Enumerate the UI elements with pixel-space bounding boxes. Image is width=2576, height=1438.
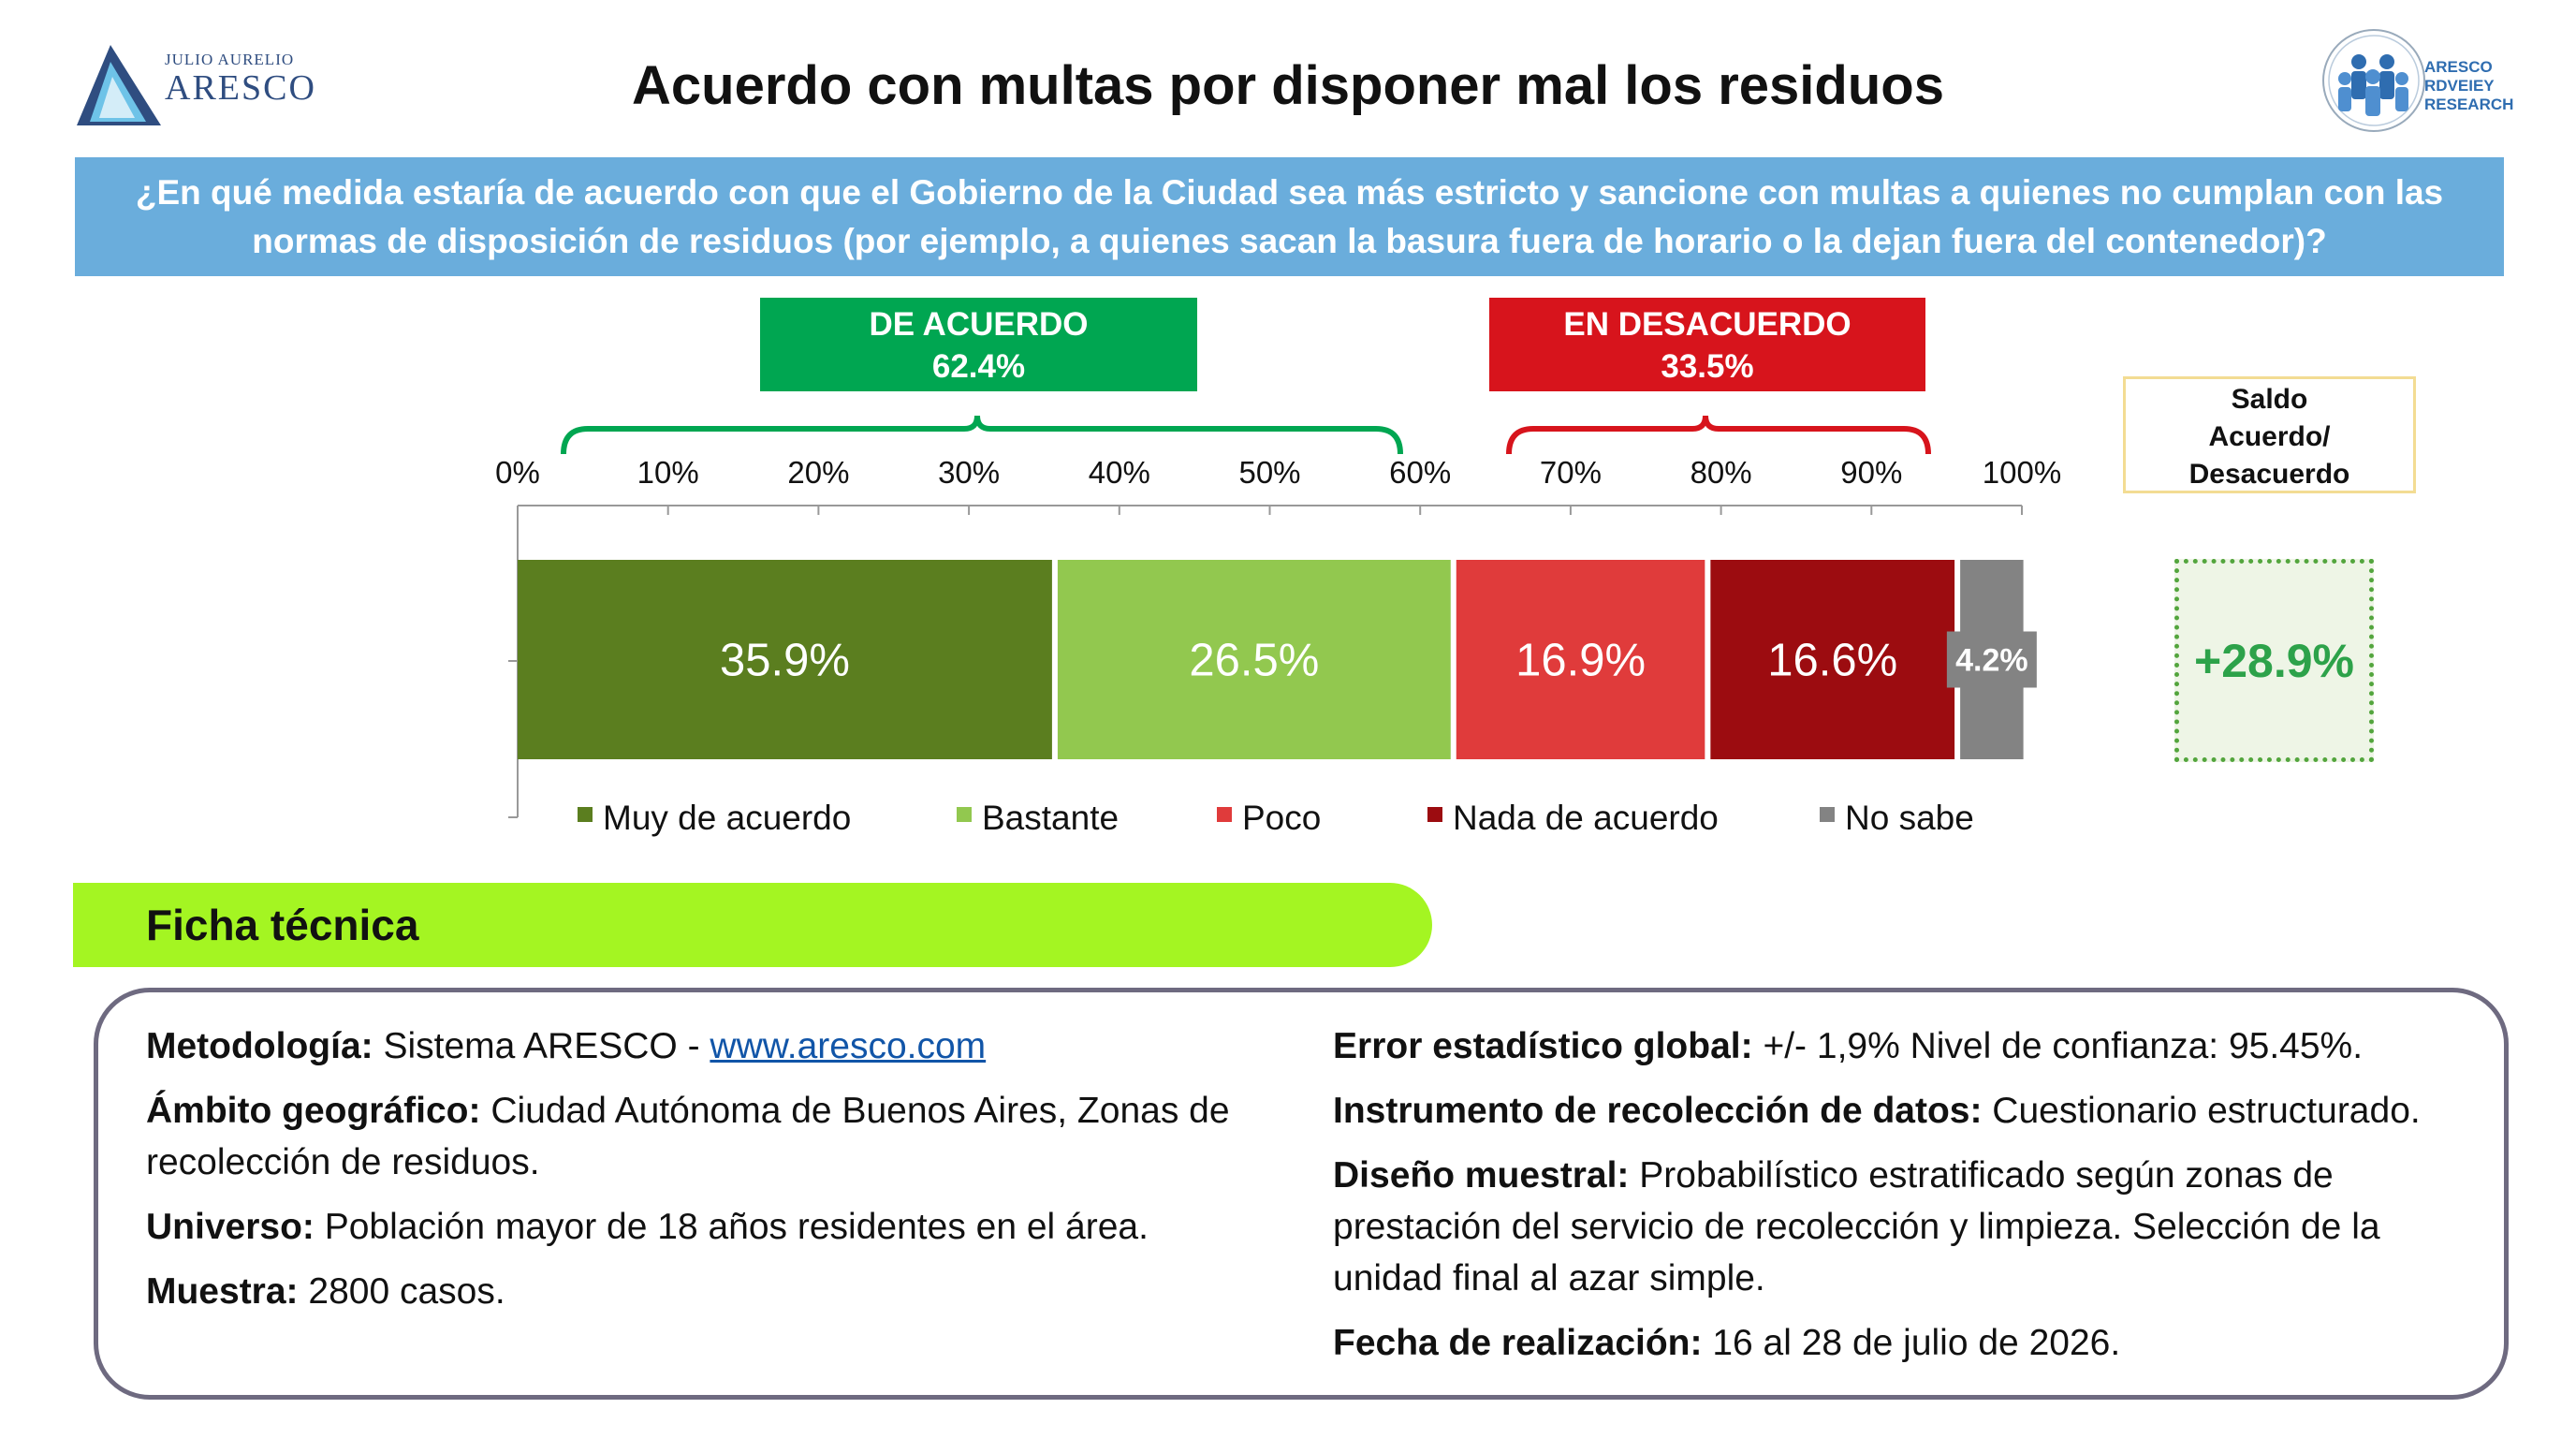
ficha-text: Población mayor de 18 años residentes en… bbox=[314, 1207, 1149, 1247]
ficha-text: Cuestionario estructurado. bbox=[1982, 1091, 2421, 1131]
x-tick-label: 60% bbox=[1389, 455, 1451, 490]
legend-swatch bbox=[1427, 807, 1442, 822]
ficha-label: Universo: bbox=[146, 1207, 315, 1247]
legend-swatch bbox=[578, 807, 593, 822]
logo-right-line-3: RESEARCH bbox=[2424, 95, 2514, 113]
agree-group-box: DE ACUERDO 62.4% bbox=[760, 298, 1197, 391]
legend-swatch bbox=[957, 807, 972, 822]
x-tick-label: 10% bbox=[637, 455, 699, 490]
page-title: Acuerdo con multas por disponer mal los … bbox=[632, 55, 1944, 116]
people-group-icon bbox=[2322, 29, 2425, 132]
x-tick-label: 80% bbox=[1690, 455, 1752, 490]
disagree-group-label: EN DESACUERDO bbox=[1563, 306, 1852, 343]
stacked-bar-chart: 0% 10% 20% 30% 40% 50% 60% 70% 80% 90% 100% 35.9% 2… bbox=[495, 415, 2061, 837]
x-tick-label: 50% bbox=[1238, 455, 1300, 490]
survey-question: ¿En qué medida estaría de acuerdo con qu… bbox=[75, 157, 2504, 276]
aresco-website-link[interactable]: www.aresco.com bbox=[710, 1026, 987, 1066]
ficha-right-column: Error estadístico global: +/- 1,9% Nivel… bbox=[1333, 1020, 2494, 1382]
bar-segment bbox=[1057, 560, 1451, 759]
ficha-label: Ámbito geográfico: bbox=[146, 1091, 481, 1131]
data-label: 16.6% bbox=[1767, 636, 1897, 686]
x-tick-label: 20% bbox=[787, 455, 849, 490]
aresco-research-logo: ARESCO RDVEIEY RESEARCH bbox=[2320, 26, 2513, 139]
ficha-item-muestra: Muestra: 2800 casos. bbox=[146, 1266, 1269, 1317]
ficha-text: Ciudad Autónoma de Buenos Aires, Zonas d… bbox=[146, 1091, 1230, 1182]
ficha-label: Diseño muestral: bbox=[1333, 1155, 1630, 1196]
logo-big-text: ARESCO bbox=[165, 68, 316, 108]
ficha-label: Fecha de realización: bbox=[1333, 1323, 1703, 1363]
legend-swatch bbox=[1820, 807, 1835, 822]
balance-header-line-2: Acuerdo/ bbox=[2208, 421, 2331, 452]
bar-segment bbox=[518, 560, 1052, 759]
ficha-item-fecha: Fecha de realización: 16 al 28 de julio … bbox=[1333, 1317, 2494, 1369]
agree-bracket bbox=[561, 415, 1403, 455]
logo-right-line-2: RDVEIEY bbox=[2424, 77, 2495, 95]
ficha-text: +/- 1,9% Nivel de confianza: 95.45%. bbox=[1752, 1026, 2364, 1066]
ficha-item-metodologia: Metodología: Sistema ARESCO - www.aresco… bbox=[146, 1020, 1269, 1072]
disagree-group-box: EN DESACUERDO 33.5% bbox=[1489, 298, 1925, 391]
ficha-tecnica-panel bbox=[94, 988, 2509, 1400]
ficha-text: 16 al 28 de julio de 2026. bbox=[1702, 1323, 2121, 1363]
legend-label: Nada de acuerdo bbox=[1453, 799, 1719, 837]
ficha-label: Instrumento de recolección de datos: bbox=[1333, 1091, 1983, 1131]
data-label: 4.2% bbox=[1955, 643, 2028, 679]
ficha-item-instrumento: Instrumento de recolección de datos: Cue… bbox=[1333, 1085, 2494, 1137]
agree-group-value: 62.4% bbox=[931, 348, 1026, 385]
x-tick-label: 70% bbox=[1540, 455, 1602, 490]
x-tick-label: 90% bbox=[1840, 455, 1902, 490]
disagree-bracket bbox=[1506, 415, 1931, 455]
agree-group-label: DE ACUERDO bbox=[869, 306, 1089, 343]
balance-value-box: +28.9% bbox=[2174, 559, 2374, 762]
balance-value: +28.9% bbox=[2194, 634, 2354, 687]
ficha-label: Muestra: bbox=[146, 1271, 299, 1312]
x-tick-label: 30% bbox=[938, 455, 1000, 490]
ficha-item-ambito: Ámbito geográfico: Ciudad Autónoma de Bu… bbox=[146, 1085, 1269, 1188]
data-label: 16.9% bbox=[1515, 636, 1646, 686]
x-tick-label: 0% bbox=[495, 455, 540, 490]
bar-segment bbox=[1710, 560, 1955, 759]
logo-small-text: JULIO AURELIO bbox=[165, 51, 295, 68]
data-label: 26.5% bbox=[1189, 636, 1319, 686]
ficha-label: Metodología: bbox=[146, 1026, 373, 1066]
triangle-logo-icon bbox=[77, 45, 161, 125]
ficha-label: Error estadístico global: bbox=[1333, 1026, 1753, 1066]
balance-header-line-3: Desacuerdo bbox=[2188, 459, 2350, 490]
legend-label: No sabe bbox=[1845, 799, 1974, 837]
disagree-group-value: 33.5% bbox=[1661, 348, 1754, 385]
x-tick-label: 40% bbox=[1089, 455, 1150, 490]
ficha-text: Sistema ARESCO - bbox=[373, 1026, 710, 1066]
ficha-item-error: Error estadístico global: +/- 1,9% Nivel… bbox=[1333, 1020, 2494, 1072]
balance-header: Saldo Acuerdo/ Desacuerdo bbox=[2123, 376, 2416, 493]
data-label: 35.9% bbox=[720, 636, 850, 686]
ficha-item-universo: Universo: Población mayor de 18 años res… bbox=[146, 1201, 1269, 1253]
bar-segment bbox=[1456, 560, 1705, 759]
ficha-item-diseno: Diseño muestral: Probabilístico estratif… bbox=[1333, 1150, 2494, 1304]
ficha-text: 2800 casos. bbox=[298, 1271, 505, 1312]
x-tick-label: 100% bbox=[1983, 455, 2061, 490]
ficha-tecnica-title: Ficha técnica bbox=[146, 901, 419, 949]
legend-label: Muy de acuerdo bbox=[603, 799, 851, 837]
legend-swatch bbox=[1217, 807, 1232, 822]
ficha-text: Probabilístico estratificado según zonas… bbox=[1333, 1155, 2380, 1299]
aresco-logo: JULIO AURELIO ARESCO bbox=[75, 39, 315, 138]
ficha-tecnica-banner: Ficha técnica bbox=[73, 883, 1432, 967]
balance-header-line-1: Saldo bbox=[2231, 384, 2308, 415]
data-label-box bbox=[1946, 631, 2037, 688]
legend-label: Poco bbox=[1242, 799, 1321, 837]
logo-right-line-1: ARESCO bbox=[2424, 58, 2493, 76]
legend-label: Bastante bbox=[982, 799, 1119, 837]
ficha-left-column: Metodología: Sistema ARESCO - www.aresco… bbox=[146, 1020, 1269, 1330]
